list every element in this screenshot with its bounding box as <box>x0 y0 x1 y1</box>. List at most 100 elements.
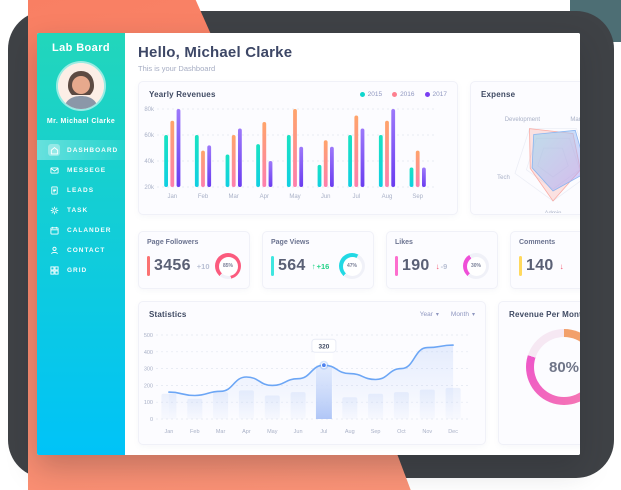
chevron-down-icon: ▾ <box>471 312 475 318</box>
stat-accent-bar <box>271 256 274 276</box>
revenue-per-month-title: Revenue Per Month <box>509 310 580 319</box>
stat-card-likes: Likes 190 ↓ -9 30% <box>386 231 498 289</box>
sidebar-menu: DASHBOARD MESSEGE LEADS TASK <box>37 140 125 280</box>
stat-card-page-followers: Page Followers 3456 +10 85% <box>138 231 250 289</box>
svg-text:400: 400 <box>144 350 153 356</box>
expense-title: Expense <box>481 90 516 99</box>
stat-trend: ↓ <box>560 262 565 271</box>
svg-text:0: 0 <box>150 417 153 423</box>
trend-arrow-icon: ↑ <box>311 261 316 271</box>
avatar-photo <box>58 63 104 109</box>
stat-accent-bar <box>519 256 522 276</box>
stat-accent-bar <box>395 256 398 276</box>
yearly-revenues-bar-chart[interactable]: 20k 40k 60k 80k Jan Feb Mar Apr May Jun Jul Aug Sep <box>139 101 437 201</box>
statistics-line-chart[interactable]: 0 100 200 300 400 500 Jan Feb Mar Apr May Jun Jul Aug… <box>139 321 471 437</box>
stat-trend: ↓ -9 <box>435 261 448 271</box>
stat-title: Comments <box>519 239 556 246</box>
sidebar-item-label: CALANDER <box>67 226 112 234</box>
stat-gauge-label: 30% <box>466 256 486 276</box>
statistics-card: Statistics Year ▾ Month ▾ 0 100 200 300 400 500… <box>138 301 486 445</box>
svg-text:Nov: Nov <box>422 429 432 435</box>
grid-icon <box>48 264 60 276</box>
chevron-down-icon: ▾ <box>435 312 439 318</box>
sidebar-item-leads[interactable]: LEADS <box>37 180 125 200</box>
sidebar-item-messege[interactable]: MESSEGE <box>37 160 125 180</box>
revenue-per-month-card: Revenue Per Month 80% <box>498 301 580 445</box>
stat-title: Page Views <box>271 239 310 246</box>
sidebar-item-label: DASHBOARD <box>67 146 119 154</box>
svg-text:320: 320 <box>318 344 329 351</box>
revenue-donut-chart: 80% <box>526 329 580 405</box>
sidebar-item-grid[interactable]: GRID <box>37 260 125 280</box>
svg-text:60k: 60k <box>144 133 155 139</box>
stats-row: Page Followers 3456 +10 85% Page Views 5… <box>138 231 580 289</box>
svg-text:Mar: Mar <box>216 429 226 435</box>
svg-text:Oct: Oct <box>397 429 406 435</box>
stat-value: 140 <box>526 257 554 274</box>
svg-text:Jun: Jun <box>294 429 303 435</box>
bottom-row: Statistics Year ▾ Month ▾ 0 100 200 300 400 500… <box>138 301 580 445</box>
stat-accent-bar <box>147 256 150 276</box>
stat-gauge: 47% <box>339 253 365 279</box>
charts-row: Yearly Revenues 2015 2016 2017 20k 40k 60k… <box>138 81 580 217</box>
svg-text:20k: 20k <box>144 185 155 191</box>
svg-text:Jun: Jun <box>321 194 331 200</box>
svg-text:Dec: Dec <box>448 429 458 435</box>
sidebar-item-label: CONTACT <box>67 246 106 254</box>
sidebar-item-contact[interactable]: CONTACT <box>37 240 125 260</box>
stat-card-page-views: Page Views 564 ↑ +16 47% <box>262 231 374 289</box>
home-icon <box>48 144 60 156</box>
mail-icon <box>48 164 60 176</box>
dashboard-window: Lab Board Mr. Michael Clarke DASHBOARD <box>37 33 580 455</box>
stat-trend: ↑ +16 <box>311 261 330 271</box>
page-subtitle: This is your Dashboard <box>138 64 216 73</box>
svg-text:May: May <box>267 429 278 435</box>
revenue-percent-label: 80% <box>534 337 580 397</box>
stat-value: 190 <box>402 257 430 274</box>
sidebar-item-task[interactable]: TASK <box>37 200 125 220</box>
stat-value: 564 <box>278 257 306 274</box>
sidebar: Lab Board Mr. Michael Clarke DASHBOARD <box>37 33 125 455</box>
yearly-revenues-card: Yearly Revenues 2015 2016 2017 20k 40k 60k… <box>138 81 458 215</box>
svg-text:Feb: Feb <box>198 194 209 200</box>
legend-dot-icon <box>359 92 365 97</box>
svg-text:Development: Development <box>505 117 541 123</box>
user-name: Mr. Michael Clarke <box>46 118 116 125</box>
svg-text:Apr: Apr <box>260 194 269 200</box>
legend-item-2017: 2017 <box>424 91 447 98</box>
legend-item-2015: 2015 <box>359 91 382 98</box>
stat-value: 3456 <box>154 257 191 274</box>
svg-text:Aug: Aug <box>345 429 355 435</box>
sidebar-item-label: GRID <box>67 266 88 274</box>
sidebar-item-calander[interactable]: CALANDER <box>37 220 125 240</box>
trend-arrow-icon: ↓ <box>435 261 440 271</box>
svg-text:Jan: Jan <box>167 194 177 200</box>
avatar <box>58 63 104 109</box>
sidebar-item-label: MESSEGE <box>67 166 107 174</box>
svg-text:Aug: Aug <box>382 194 393 200</box>
svg-text:500: 500 <box>144 333 153 339</box>
stat-gauge-label: 47% <box>342 256 362 276</box>
svg-text:Jul: Jul <box>320 429 327 435</box>
svg-text:100: 100 <box>144 400 153 406</box>
svg-text:Sep: Sep <box>412 194 423 200</box>
svg-text:Jan: Jan <box>164 429 173 435</box>
svg-text:300: 300 <box>144 367 153 373</box>
expense-card: Expense DevelopmentMarketingSupportAdmin… <box>470 81 580 217</box>
stat-gauge-label: 85% <box>218 256 238 276</box>
svg-text:Tech: Tech <box>497 175 510 181</box>
stat-card-comments: Comments 140 ↓ <box>510 231 580 289</box>
month-dropdown[interactable]: Month ▾ <box>450 311 475 318</box>
legend-dot-icon <box>392 92 398 97</box>
year-dropdown[interactable]: Year ▾ <box>419 311 439 318</box>
yearly-revenues-title: Yearly Revenues <box>149 90 216 99</box>
app-logo: Lab Board <box>52 42 110 54</box>
gear-icon <box>48 204 60 216</box>
sidebar-item-dashboard[interactable]: DASHBOARD <box>37 140 125 160</box>
statistics-filters: Year ▾ Month ▾ <box>420 311 475 318</box>
sidebar-item-label: TASK <box>67 206 89 214</box>
svg-text:Marketing: Marketing <box>570 117 580 123</box>
svg-text:Apr: Apr <box>242 429 251 435</box>
calendar-icon <box>48 224 60 236</box>
